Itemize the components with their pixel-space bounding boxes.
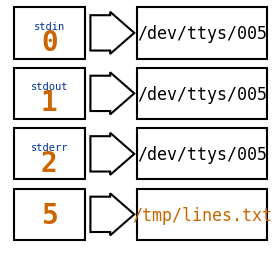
Bar <box>137 7 267 59</box>
Text: 0: 0 <box>41 29 58 57</box>
Polygon shape <box>90 12 134 54</box>
Text: /dev/ttys/005: /dev/ttys/005 <box>137 86 267 104</box>
Bar <box>14 7 85 59</box>
Text: 5: 5 <box>41 203 58 230</box>
Bar <box>14 68 85 119</box>
Polygon shape <box>90 72 134 114</box>
Text: stderr: stderr <box>31 143 68 153</box>
Text: /dev/ttys/005: /dev/ttys/005 <box>137 146 267 164</box>
Bar <box>137 68 267 119</box>
Text: 1: 1 <box>41 89 58 117</box>
Text: 2: 2 <box>41 150 58 178</box>
Text: stdout: stdout <box>31 82 68 92</box>
Bar <box>137 128 267 179</box>
Text: stdin: stdin <box>34 22 65 32</box>
Polygon shape <box>90 193 134 235</box>
Bar <box>137 189 267 240</box>
Text: /dev/ttys/005: /dev/ttys/005 <box>137 25 267 43</box>
Polygon shape <box>90 133 134 175</box>
Bar <box>14 189 85 240</box>
Text: /tmp/lines.txt: /tmp/lines.txt <box>132 207 272 225</box>
Bar <box>14 128 85 179</box>
